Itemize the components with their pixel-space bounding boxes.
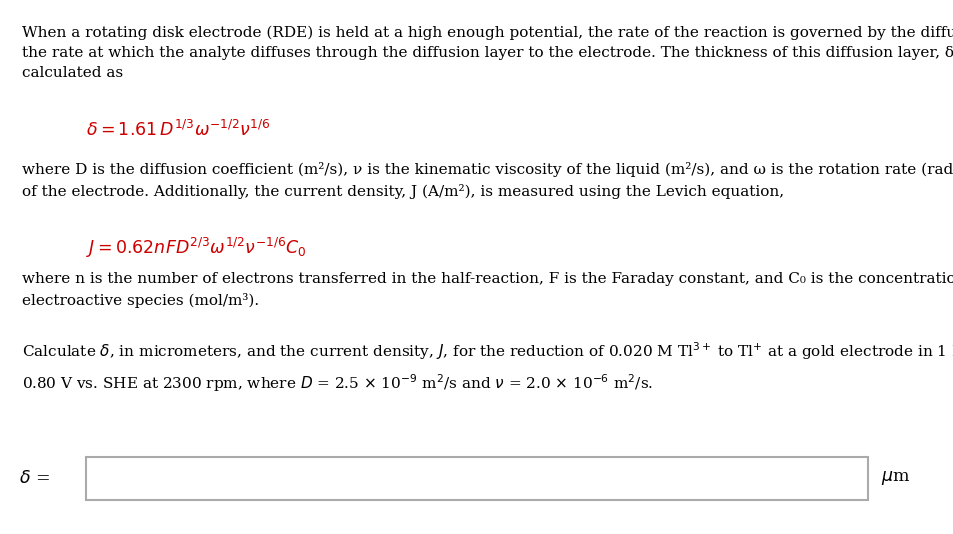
Text: 0.80 V vs. SHE at 2300 rpm, where $D$ = 2.5 $\times$ 10$^{-9}$ m$^{2}$/s and $\n: 0.80 V vs. SHE at 2300 rpm, where $D$ = … [22, 373, 652, 395]
Text: where n is the number of electrons transferred in the half-reaction, F is the Fa: where n is the number of electrons trans… [22, 272, 953, 308]
FancyBboxPatch shape [86, 457, 867, 500]
Text: where D is the diffusion coefficient (m²/s), ν is the kinematic viscosity of the: where D is the diffusion coefficient (m²… [22, 162, 953, 199]
Text: When a rotating disk electrode (RDE) is held at a high enough potential, the rat: When a rotating disk electrode (RDE) is … [22, 25, 953, 80]
Text: $\delta$ =: $\delta$ = [19, 470, 50, 487]
Text: $\mu$m: $\mu$m [880, 469, 909, 488]
Text: Calculate $\delta$, in micrometers, and the current density, $J$, for the reduct: Calculate $\delta$, in micrometers, and … [22, 340, 953, 362]
Text: $\delta = 1.61\,D^{1/3}\omega^{-1/2}\nu^{1/6}$: $\delta = 1.61\,D^{1/3}\omega^{-1/2}\nu^… [86, 120, 271, 139]
Text: $J = 0.62nFD^{2/3}\omega^{1/2}\nu^{-1/6}C_0$: $J = 0.62nFD^{2/3}\omega^{1/2}\nu^{-1/6}… [86, 235, 306, 260]
